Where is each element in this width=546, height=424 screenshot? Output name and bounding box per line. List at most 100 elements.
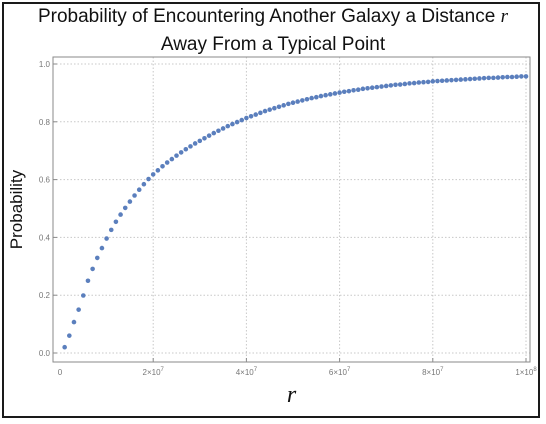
data-point — [421, 79, 426, 85]
data-point — [472, 76, 478, 82]
data-point — [355, 87, 361, 93]
data-point — [141, 181, 147, 187]
data-point — [202, 135, 207, 141]
data-point — [146, 176, 151, 182]
data-point — [85, 278, 91, 284]
data-point — [155, 168, 161, 173]
data-point — [160, 164, 165, 169]
data-point — [164, 160, 170, 165]
data-point — [425, 79, 431, 85]
y-tick-label: 0.0 — [39, 349, 51, 358]
data-point — [323, 92, 328, 98]
y-axis-label: Probability — [7, 169, 26, 249]
data-point — [174, 153, 179, 158]
data-point — [94, 255, 100, 261]
data-point — [500, 74, 506, 80]
data-point — [351, 87, 356, 93]
data-point — [309, 95, 314, 101]
data-point — [523, 74, 529, 79]
data-point — [495, 75, 501, 80]
data-point — [463, 77, 468, 82]
data-point — [108, 227, 114, 233]
data-point — [206, 133, 212, 138]
data-point — [76, 307, 81, 312]
data-point — [379, 84, 384, 89]
data-point — [169, 156, 175, 162]
data-point — [239, 117, 245, 123]
data-point — [197, 138, 203, 144]
data-point — [397, 82, 403, 87]
y-tick-label: 1.0 — [39, 60, 51, 69]
data-point — [402, 81, 408, 87]
data-point — [211, 130, 217, 136]
x-axis-label: r — [287, 382, 297, 408]
data-point — [276, 104, 282, 110]
data-point — [369, 85, 375, 90]
data-point — [136, 187, 142, 193]
data-point — [477, 76, 482, 81]
data-point — [374, 84, 380, 90]
data-point — [225, 123, 231, 129]
data-point — [286, 101, 291, 107]
y-tick-label: 0.8 — [39, 118, 51, 127]
data-point — [304, 96, 310, 102]
data-point — [188, 144, 193, 149]
data-point — [150, 172, 156, 177]
x-tick-label: 8×107 — [422, 367, 444, 377]
chart-frame — [2, 2, 540, 418]
data-point — [491, 75, 496, 81]
data-point — [267, 107, 273, 112]
data-point — [230, 121, 235, 127]
data-point — [281, 103, 286, 108]
data-point — [519, 74, 524, 79]
data-point — [332, 91, 338, 96]
plot-area-frame — [52, 56, 531, 363]
data-point — [290, 100, 296, 106]
data-point — [514, 74, 519, 80]
data-point — [234, 119, 240, 125]
data-point — [67, 333, 72, 338]
data-point — [444, 78, 450, 83]
data-point — [505, 74, 510, 80]
data-point — [360, 86, 366, 92]
data-point — [178, 150, 184, 155]
data-point — [453, 77, 459, 83]
data-point — [509, 74, 515, 80]
data-point — [458, 77, 464, 82]
data-point — [192, 141, 198, 146]
data-point — [346, 88, 352, 94]
data-point — [407, 81, 412, 86]
data-point — [337, 90, 342, 95]
data-point — [486, 75, 492, 81]
data-point — [90, 266, 95, 272]
data-point — [127, 199, 133, 204]
y-tick-label: 0.4 — [39, 233, 51, 242]
data-point — [383, 83, 389, 89]
data-point — [220, 126, 226, 131]
data-point — [99, 245, 105, 251]
data-point — [365, 85, 370, 91]
x-tick-label: 2×107 — [143, 367, 165, 377]
data-point — [439, 78, 445, 84]
chart-title-line-2: Away From a Typical Point — [160, 34, 386, 55]
y-tick-label: 0.6 — [39, 176, 51, 185]
data-point — [318, 93, 324, 99]
y-tick-label: 0.2 — [39, 291, 51, 300]
data-point — [216, 128, 221, 134]
data-point — [467, 76, 473, 82]
data-point — [411, 80, 417, 86]
data-point — [435, 78, 440, 84]
data-point — [272, 105, 277, 111]
x-tick-label: 4×107 — [236, 367, 258, 377]
data-point — [104, 236, 109, 241]
x-tick-label: 6×107 — [329, 367, 351, 377]
data-point — [71, 319, 77, 325]
data-point — [481, 75, 487, 81]
x-tick-label-zero: 0 — [58, 368, 63, 377]
data-point — [253, 112, 259, 117]
data-point — [81, 293, 86, 298]
data-point — [388, 83, 394, 88]
data-point — [183, 146, 189, 152]
axis-ticks: 2×107 4×107 6×107 8×107 1×108 0 0.0 0.2 0.4 0.6 0.… — [39, 60, 537, 377]
